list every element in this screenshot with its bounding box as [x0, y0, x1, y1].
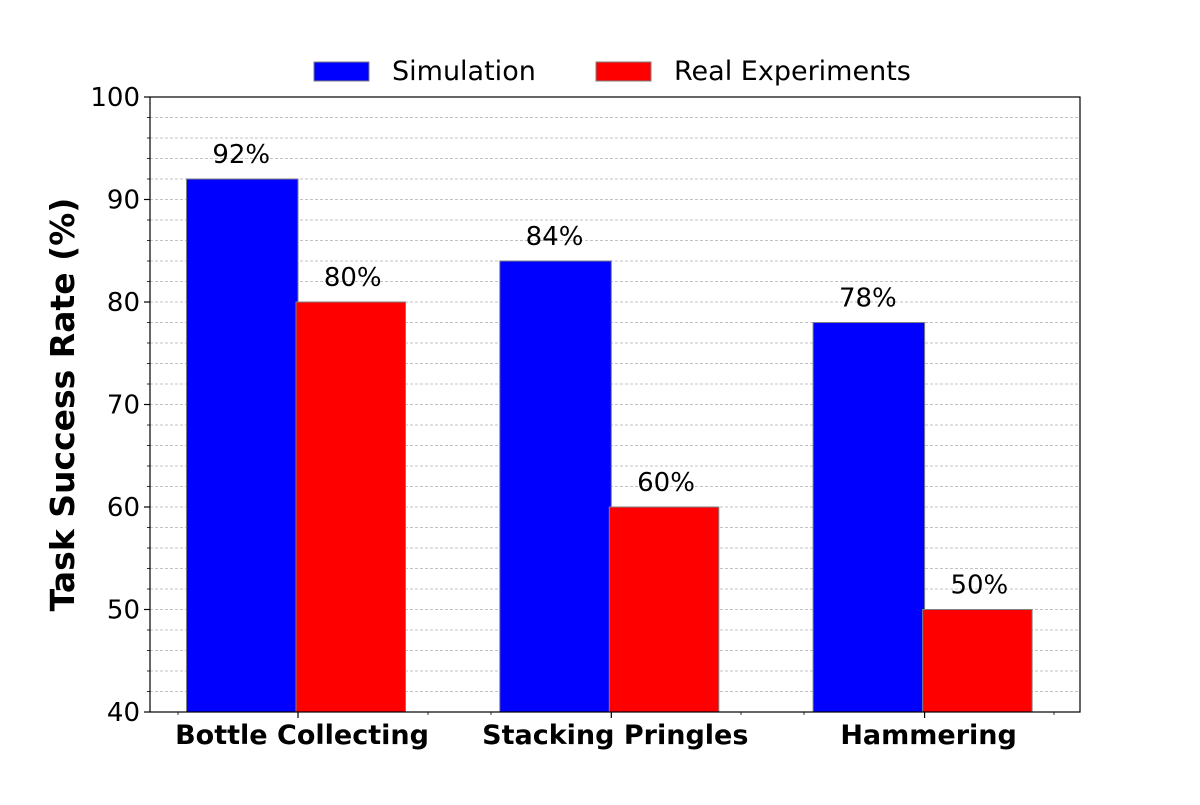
legend-swatch [595, 61, 652, 82]
bar-value-label: 92% [212, 140, 270, 170]
bar-value-label: 84% [526, 222, 584, 252]
bar-value-label: 60% [637, 468, 695, 498]
bar-value-label: 78% [839, 284, 897, 314]
legend-label: Simulation [392, 56, 536, 87]
legend-label: Real Experiments [674, 56, 911, 87]
bar [295, 301, 406, 713]
y-axis-label: Task Success Rate (%) [43, 198, 82, 612]
y-tick-label: 60 [107, 493, 140, 523]
bar [608, 506, 720, 713]
legend: Simulation Real Experiments [313, 56, 911, 87]
y-tick-label: 50 [107, 596, 140, 626]
y-tick-label: 40 [107, 698, 140, 728]
bar [499, 260, 612, 713]
y-tick-label: 70 [107, 391, 140, 421]
y-tick-label: 90 [107, 186, 140, 216]
x-tick-label: Stacking Pringles [482, 720, 748, 751]
bar [812, 322, 926, 713]
y-tick-label: 80 [107, 288, 140, 318]
x-tick-label: Bottle Collecting [175, 720, 429, 751]
bar [186, 178, 299, 713]
bar-value-label: 80% [324, 263, 382, 293]
y-tick-label: 100 [90, 83, 140, 113]
axis-ticks: 40 50 60 70 80 90 100 Bottle Collecting Stacking… [90, 83, 1055, 751]
bars [186, 178, 1033, 713]
x-tick-label: Hammering [840, 720, 1017, 751]
legend-swatch [313, 61, 370, 82]
data-labels: 92% 84% 78% 80% 60% 50% [212, 140, 1008, 601]
bar [922, 609, 1033, 713]
bar-value-label: 50% [950, 571, 1008, 601]
